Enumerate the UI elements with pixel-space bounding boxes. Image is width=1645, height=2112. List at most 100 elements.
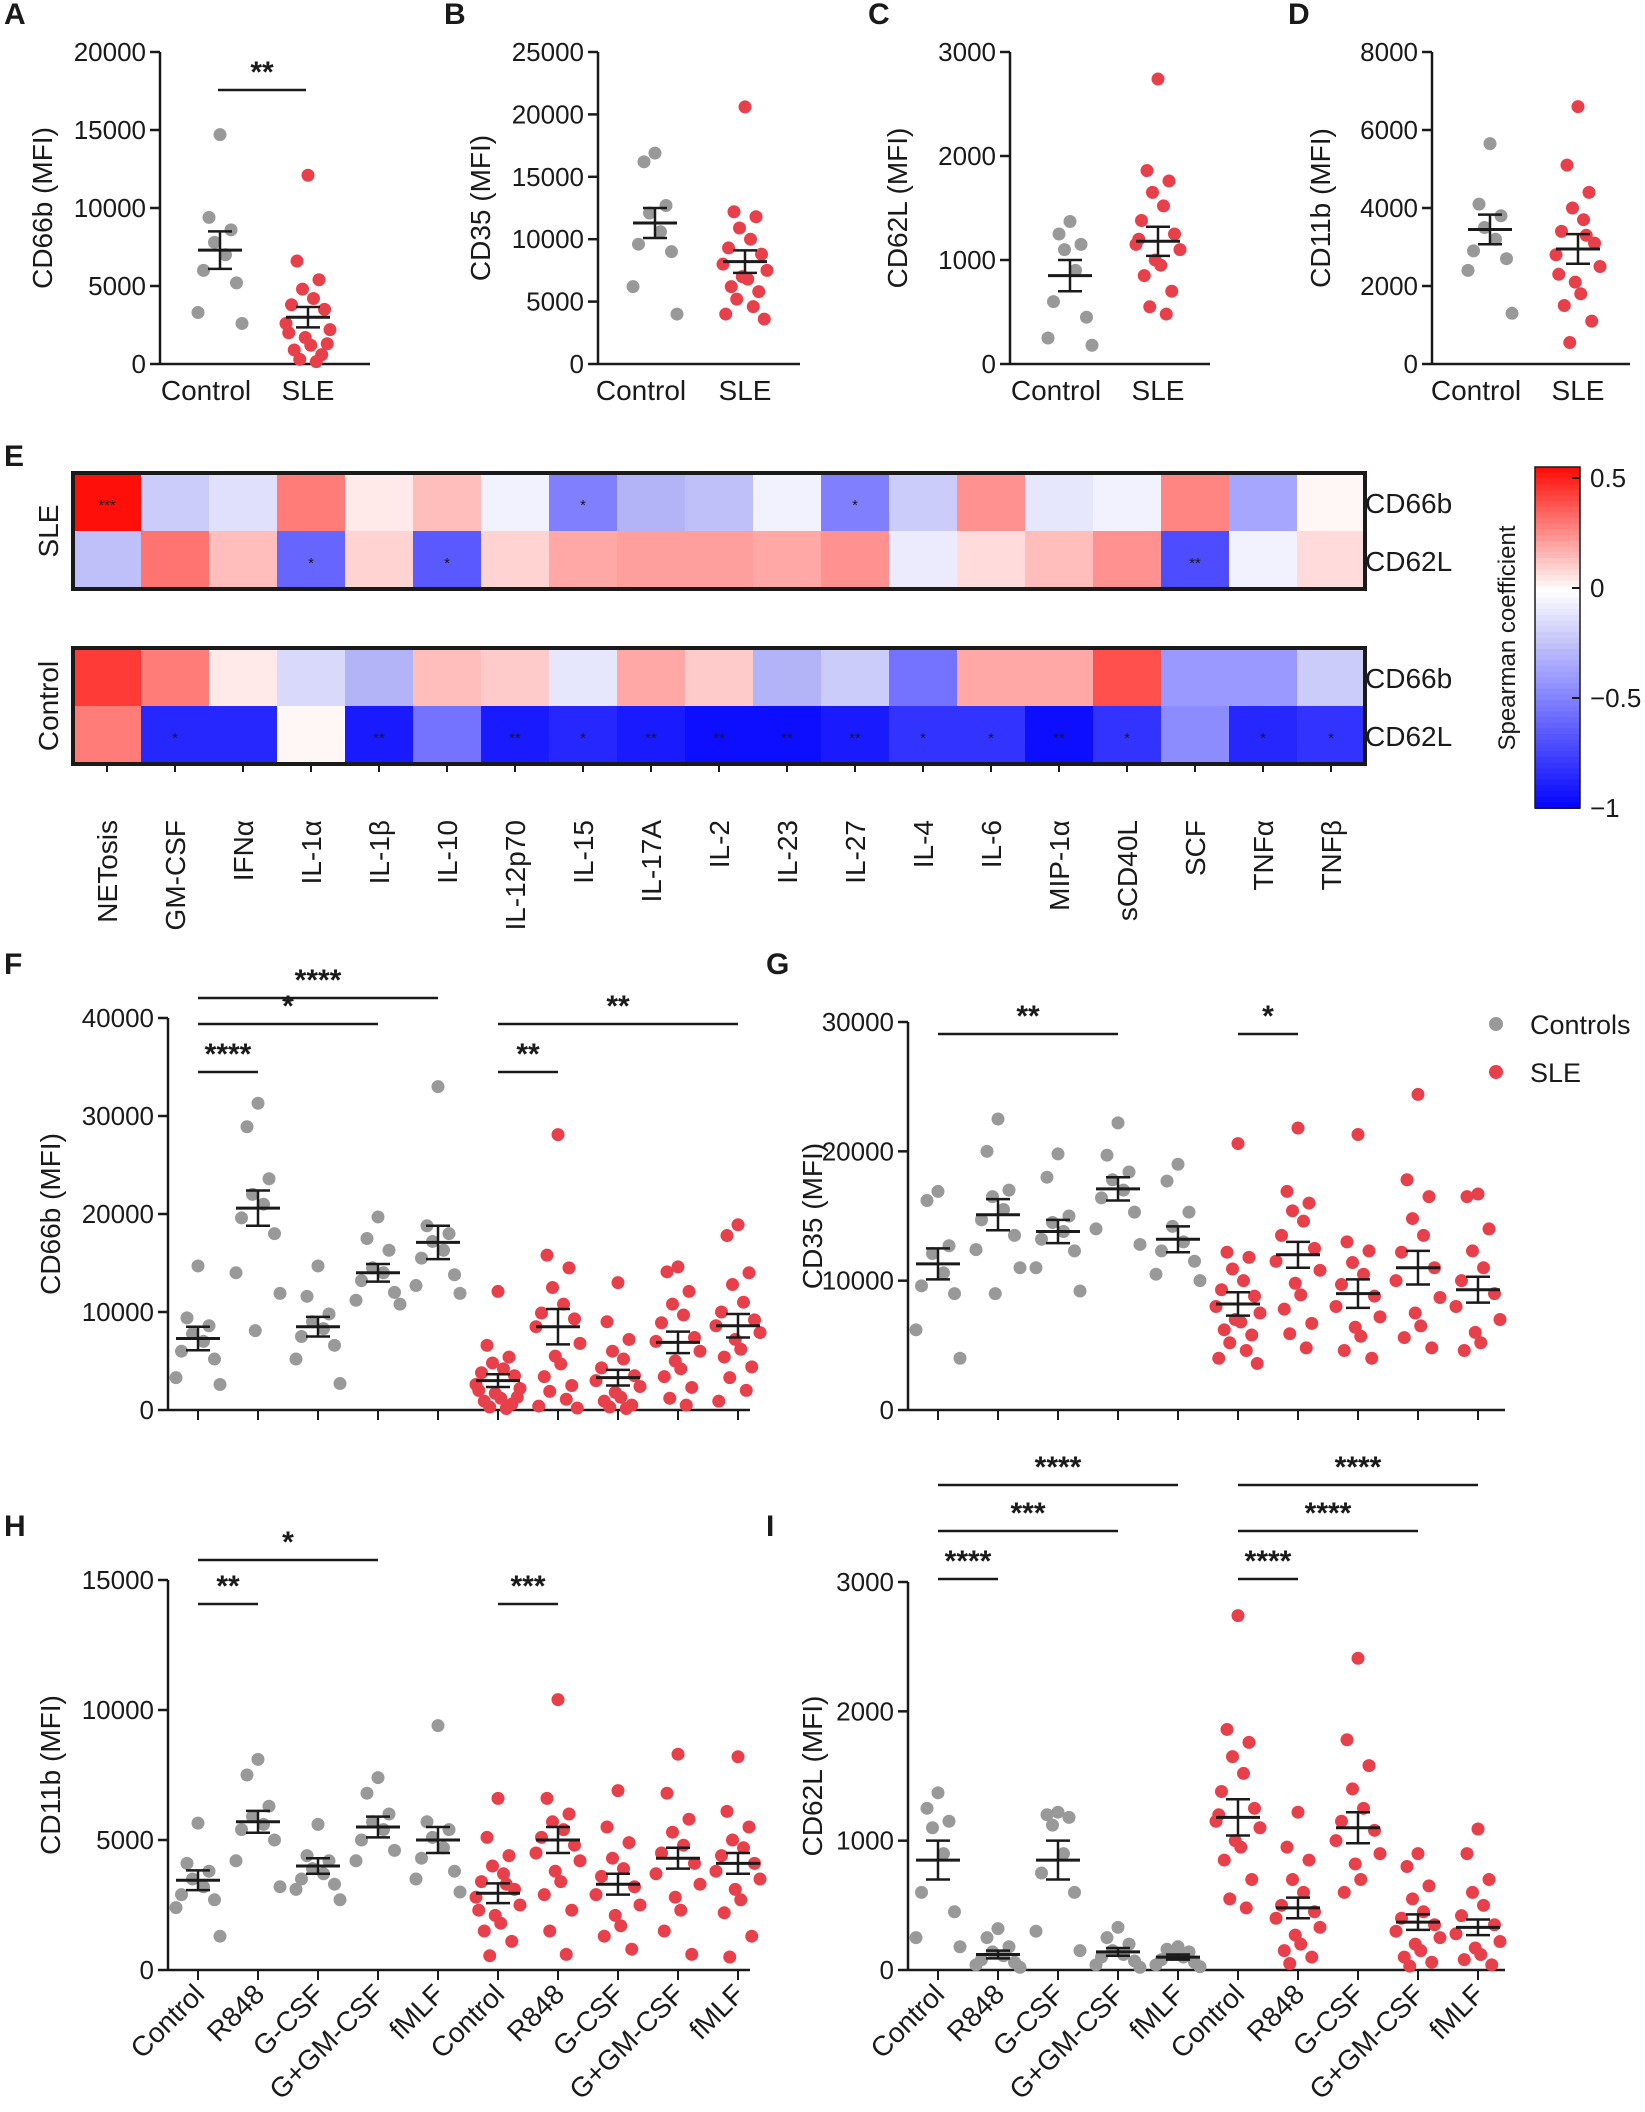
sle-group-point — [712, 1394, 726, 1408]
sle-group-point — [1154, 258, 1168, 272]
control-group-point — [322, 1307, 336, 1321]
sle-group-point — [671, 1260, 685, 1274]
control-group-point — [1029, 1924, 1043, 1938]
sle-group-point — [1351, 1651, 1365, 1665]
y-tick-label: 15000 — [82, 1565, 154, 1595]
sle-group-point — [1234, 1315, 1248, 1329]
sle-group-point — [1373, 1847, 1387, 1861]
heatmap-cell — [73, 648, 141, 706]
heatmap-column-label: SCF — [1180, 820, 1211, 876]
sle-group-point — [483, 1400, 497, 1414]
y-tick-label: 15000 — [74, 115, 146, 145]
y-tick-label: 1000 — [836, 1826, 894, 1856]
heatmap-cell — [73, 473, 141, 531]
y-tick-label: 20000 — [822, 1136, 894, 1166]
control-group-point — [969, 1958, 983, 1972]
heatmap-cell — [277, 473, 345, 531]
sle-group-point — [323, 323, 337, 337]
heatmap-cell — [821, 648, 889, 706]
sle-group-point — [633, 1379, 647, 1393]
heatmap-column-label: NETosis — [92, 820, 123, 923]
sle-group-point — [688, 1330, 701, 1344]
heatmap-cell — [685, 473, 753, 531]
heatmap-significance: * — [920, 730, 926, 747]
control-group-point — [300, 1849, 314, 1863]
sle-group-point — [486, 1859, 499, 1873]
y-tick-label: 0 — [570, 349, 584, 379]
colorbar-segment — [1535, 574, 1580, 582]
sle-group-point — [1549, 248, 1563, 262]
y-tick-label: 15000 — [512, 162, 584, 192]
sle-group-point — [1245, 1872, 1259, 1886]
control-group-point — [208, 1893, 221, 1907]
significance-label: **** — [1305, 1497, 1352, 1530]
y-tick-label: 10000 — [822, 1266, 894, 1296]
sle-group-point — [1277, 1944, 1291, 1958]
heatmap-cell — [209, 706, 277, 764]
sle-group-point — [719, 307, 733, 321]
heatmap-cell — [753, 706, 821, 764]
sle-group-point — [1362, 1244, 1376, 1258]
panel-letter: D — [1288, 0, 1310, 31]
sle-group-point — [734, 1893, 748, 1907]
control-group-point — [262, 1799, 276, 1813]
heatmap-column-label: IL-1α — [296, 820, 327, 884]
sle-group-point — [1400, 1860, 1414, 1874]
sle-group-point — [720, 1804, 734, 1818]
control-group-point — [248, 1324, 262, 1338]
sle-group-point — [480, 1830, 494, 1844]
colorbar-border — [1534, 466, 1581, 809]
sle-group-point — [1425, 1341, 1439, 1355]
sle-group-point — [595, 1869, 608, 1883]
control-group-point — [235, 1211, 248, 1225]
sle-group-point — [682, 1812, 696, 1826]
sle-group-point — [1302, 1853, 1316, 1867]
sle-group-point — [559, 1947, 573, 1961]
sle-group-point — [551, 1128, 565, 1142]
sle-group-point — [1560, 158, 1574, 172]
control-group-point — [1100, 1148, 1114, 1162]
sle-group-point — [717, 1906, 731, 1920]
colorbar-segment — [1535, 563, 1580, 571]
x-category-label: Control — [864, 1978, 950, 2064]
control-group-point — [169, 1901, 183, 1915]
control-group-point — [670, 307, 684, 321]
sle-group-point — [677, 1308, 690, 1322]
heatmap-cell — [889, 706, 957, 764]
control-group-point — [1047, 295, 1060, 309]
sle-group-point — [622, 1332, 636, 1346]
control-group-point — [328, 1877, 341, 1891]
sle-group-point — [753, 1872, 767, 1886]
control-group-point — [1041, 331, 1055, 345]
significance-label: ** — [1016, 1000, 1040, 1033]
control-group-point — [1074, 237, 1088, 251]
control-group-point — [251, 1096, 265, 1110]
sle-group-point — [1466, 1885, 1479, 1899]
sle-group-point — [304, 338, 318, 352]
sle-group-point — [1283, 1957, 1297, 1971]
sle-group-point — [568, 1838, 581, 1852]
sle-group-point — [715, 1305, 728, 1319]
heatmap-cell — [481, 531, 549, 589]
sle-group-point — [1212, 1351, 1226, 1365]
sle-group-point — [1242, 1250, 1256, 1264]
heatmap-significance: ** — [1189, 555, 1201, 572]
y-tick-label: 30000 — [822, 1007, 894, 1037]
panel-letter: H — [4, 1510, 26, 1543]
heatmap-cell — [685, 648, 753, 706]
significance-label: **** — [945, 1545, 992, 1578]
colorbar-segment — [1535, 540, 1580, 548]
sle-group-point — [537, 1888, 551, 1902]
sle-group-point — [1305, 1950, 1319, 1964]
sle-group-point — [1433, 1931, 1447, 1945]
colorbar-segment — [1535, 603, 1580, 611]
sle-group-point — [568, 1312, 581, 1326]
control-group-point — [409, 1872, 423, 1886]
control-group-point — [1155, 1244, 1168, 1258]
colorbar-tick-label: −0.5 — [1590, 683, 1641, 713]
y-axis-label: CD66b (MFI) — [35, 1133, 66, 1295]
sle-group-point — [546, 1815, 559, 1829]
heatmap-significance: ** — [509, 730, 521, 747]
x-category-label: Control — [161, 375, 251, 406]
heatmap-cell — [889, 531, 957, 589]
